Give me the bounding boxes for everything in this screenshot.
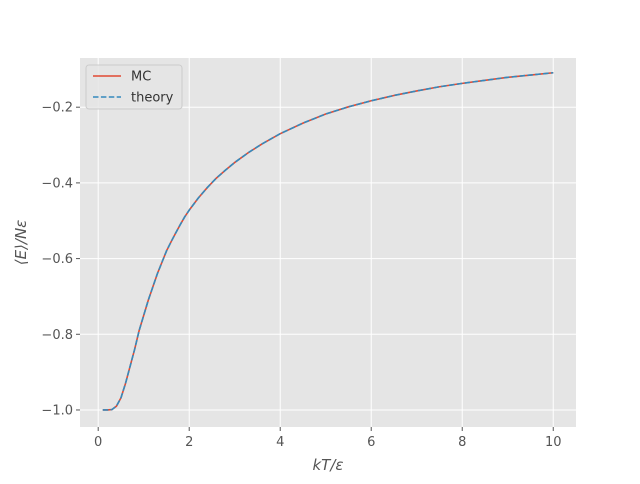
x-tick-label: 4 <box>276 435 284 450</box>
y-tick-label: −0.4 <box>41 176 73 191</box>
legend-label-theory: theory <box>131 91 174 106</box>
grid <box>80 58 576 427</box>
x-tick-label: 10 <box>545 435 562 450</box>
y-tick-label: −1.0 <box>41 403 73 418</box>
y-tick-label: −0.2 <box>41 101 73 116</box>
x-axis-label: kT/ε <box>312 456 343 474</box>
y-tick-label: −0.6 <box>41 252 73 267</box>
series-lines <box>102 71 554 411</box>
x-tick-label: 2 <box>185 435 193 450</box>
y-tick-label: −0.8 <box>41 328 73 343</box>
y-axis-label: ⟨E⟩/Nε <box>12 220 30 266</box>
x-tick-label: 6 <box>367 435 375 450</box>
legend-label-mc: MC <box>131 70 151 85</box>
x-tick-label: 8 <box>458 435 466 450</box>
series-line-theory <box>102 71 554 411</box>
plot-area <box>80 58 576 427</box>
legend: MC theory <box>85 64 183 110</box>
x-tick-label: 0 <box>94 435 102 450</box>
axis-ticks: 0 2 4 6 8 10 −1.0 −0.8 −0.6 −0.4 −0.2 <box>41 101 561 450</box>
